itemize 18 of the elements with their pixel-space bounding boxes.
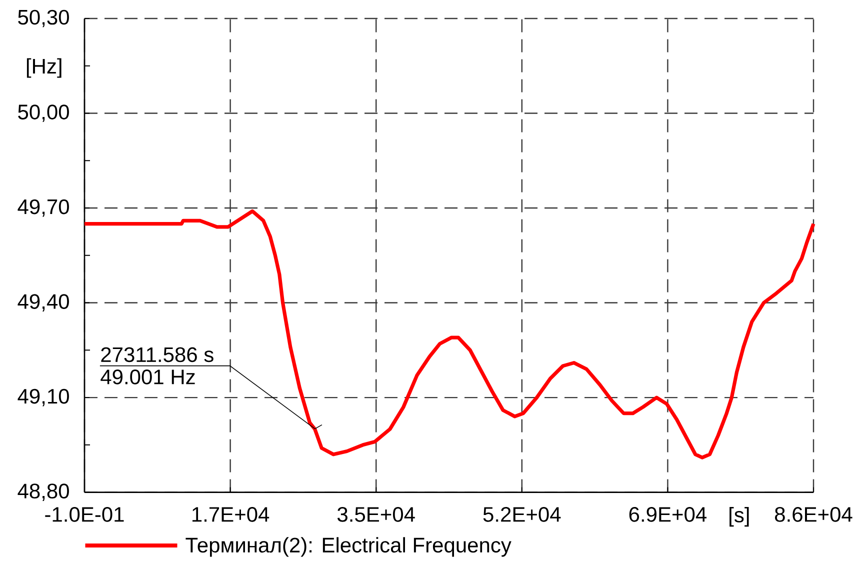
x-tick-label: -1.0E-01 <box>45 507 124 522</box>
y-tick-label: 49,40 <box>18 294 69 312</box>
annotation: 49.001 Hz <box>100 370 195 384</box>
x-axis-title: [s] <box>730 506 749 527</box>
x-tick-label: 1.7E+04 <box>192 507 270 522</box>
x-tick-label: 3.5E+04 <box>337 507 415 522</box>
y-tick-label: 49,10 <box>18 388 69 406</box>
x-tick-label: 8.6E+04 <box>775 507 852 522</box>
legend-label: Терминал(2): Electrical Frequency <box>186 537 512 557</box>
y-tick-label: 50,00 <box>18 104 69 122</box>
y-tick-label: 48,80 <box>18 484 69 501</box>
line-series <box>82 209 816 460</box>
x-tick-label: 5.2E+04 <box>483 507 561 522</box>
x-tick-label: 6.9E+04 <box>629 507 706 522</box>
y-axis-title: [Hz] <box>26 58 62 78</box>
y-tick-label: 50,30 <box>18 10 69 28</box>
y-tick-label: 49,70 <box>18 199 69 217</box>
annotation: 27311.586 s <box>101 347 214 362</box>
